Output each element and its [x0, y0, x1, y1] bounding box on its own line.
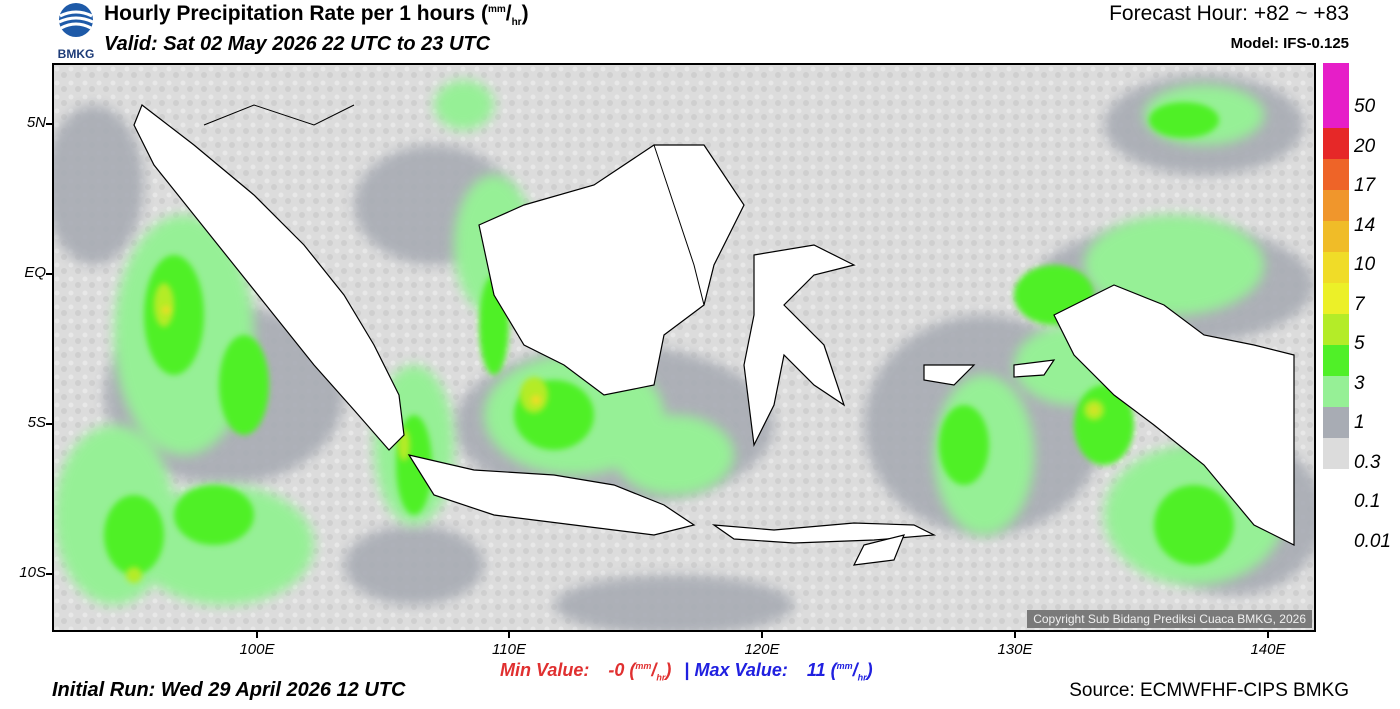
legend-label: 50 — [1354, 96, 1376, 117]
legend-swatch — [1323, 438, 1349, 469]
legend-swatch — [1323, 221, 1349, 252]
lon-tick — [1267, 632, 1269, 638]
lat-label-5s: 5S — [27, 414, 46, 431]
min-max-values: Min Value: -0 (mm/hr) | Max Value: 11 (m… — [500, 660, 873, 683]
legend-label: 20 — [1354, 135, 1376, 157]
legend-label: 14 — [1354, 214, 1376, 236]
precipitation-legend — [1323, 63, 1349, 590]
bmkg-logo: BMKG — [52, 2, 100, 61]
min-label: Min Value: — [500, 660, 590, 680]
legend-label: 17 — [1354, 175, 1376, 196]
legend-label: 3 — [1354, 372, 1365, 394]
legend-swatch — [1323, 190, 1349, 221]
lon-label-100e: 100E — [239, 641, 275, 658]
copyright-notice: Copyright Sub Bidang Prediksi Cuaca BMKG… — [1027, 610, 1312, 628]
lon-label-130e: 130E — [997, 641, 1033, 658]
lon-tick — [256, 632, 258, 638]
max-value: 11 — [806, 660, 826, 680]
legend-swatch — [1323, 128, 1349, 159]
legend-label: 0.01 — [1354, 530, 1391, 552]
logo-text: BMKG — [58, 47, 95, 60]
lon-label-140e: 140E — [1250, 641, 1286, 658]
lat-label-eq: EQ — [24, 264, 46, 281]
legend-swatch — [1323, 345, 1349, 376]
legend-swatch — [1323, 252, 1349, 283]
legend-swatch — [1323, 63, 1349, 97]
lon-tick — [761, 632, 763, 638]
legend-swatch — [1323, 407, 1349, 438]
lat-tick — [46, 273, 52, 275]
lat-label-5n: 5N — [26, 114, 46, 131]
lon-label-110e: 110E — [492, 641, 526, 658]
legend-label: 7 — [1354, 293, 1365, 315]
legend-label: 10 — [1354, 254, 1376, 275]
max-label: Max Value: — [694, 660, 788, 680]
legend-swatch — [1323, 376, 1349, 407]
legend-swatch — [1323, 159, 1349, 190]
legend-swatch — [1323, 97, 1349, 128]
legend-label: 5 — [1354, 333, 1365, 354]
lon-label-120e: 120E — [744, 641, 780, 658]
legend-label: 0.1 — [1354, 491, 1381, 512]
legend-swatch — [1323, 314, 1349, 345]
min-value: -0 — [608, 660, 625, 680]
lat-tick — [46, 423, 52, 425]
legend-label: 1 — [1354, 412, 1365, 433]
precipitation-map[interactable]: Copyright Sub Bidang Prediksi Cuaca BMKG… — [52, 63, 1316, 632]
valid-time: Valid: Sat 02 May 2026 22 UTC to 23 UTC — [104, 33, 491, 55]
data-source: Source: ECMWFHF-CIPS BMKG — [1069, 680, 1349, 701]
lon-tick — [508, 632, 510, 638]
lat-label-10s: 10S — [19, 564, 46, 581]
lon-tick — [1014, 632, 1016, 638]
initial-run: Initial Run: Wed 29 April 2026 12 UTC — [52, 679, 406, 701]
forecast-hour: Forecast Hour: +82 ~ +83 — [1109, 2, 1349, 25]
lat-tick — [46, 123, 52, 125]
legend-label: 0.3 — [1354, 451, 1381, 473]
lat-tick — [46, 573, 52, 575]
model-name: Model: IFS-0.125 — [1230, 35, 1349, 52]
legend-swatch — [1323, 283, 1349, 314]
map-title: Hourly Precipitation Rate per 1 hours (m… — [104, 2, 529, 29]
